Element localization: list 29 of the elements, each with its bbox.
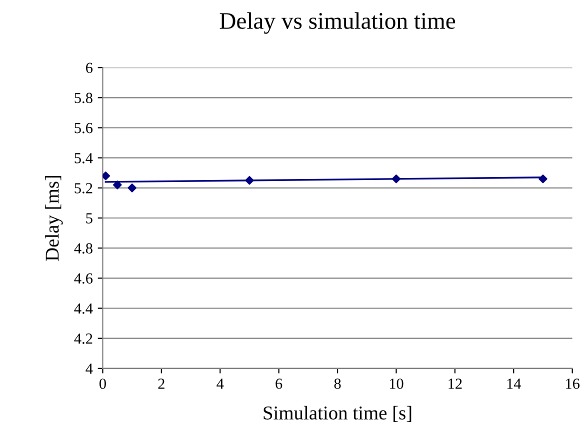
y-axis-title: Delay [ms]	[45, 176, 63, 261]
x-tick-label: 0	[99, 378, 106, 389]
y-tick-label: 4.4	[74, 303, 93, 314]
x-tick-label: 4	[216, 378, 224, 389]
y-tick-label: 4.8	[74, 243, 92, 254]
point	[538, 174, 548, 184]
y-tick-label: 5.2	[74, 183, 92, 194]
y-tick-label: 5.8	[74, 92, 92, 104]
x-tick-label: 14	[507, 378, 522, 389]
point	[128, 184, 136, 192]
y-tick-label: 6	[86, 62, 93, 74]
point	[102, 172, 110, 180]
y-tick-label: 5.4	[74, 153, 93, 164]
x-tick-label: 8	[334, 378, 341, 389]
y-tick-label: 4	[86, 364, 93, 374]
x-tick-label: 10	[390, 378, 404, 389]
x-tick-label: 6	[276, 378, 282, 389]
y-tick-label: 5.6	[74, 122, 93, 134]
point	[392, 174, 401, 184]
y-tick-label: 5	[86, 213, 92, 224]
x-axis-title: Simulation time [s]	[264, 406, 412, 422]
x-tick-label: 2	[158, 378, 164, 389]
x-tick-label: 16	[566, 378, 580, 389]
chart-title: Delay vs simulation time	[220, 12, 456, 34]
y-tick-label: 4.2	[74, 334, 92, 344]
point	[245, 176, 254, 185]
x-tick-label: 12	[448, 378, 462, 389]
point	[113, 180, 122, 190]
y-tick-label: 4.6	[74, 273, 93, 284]
